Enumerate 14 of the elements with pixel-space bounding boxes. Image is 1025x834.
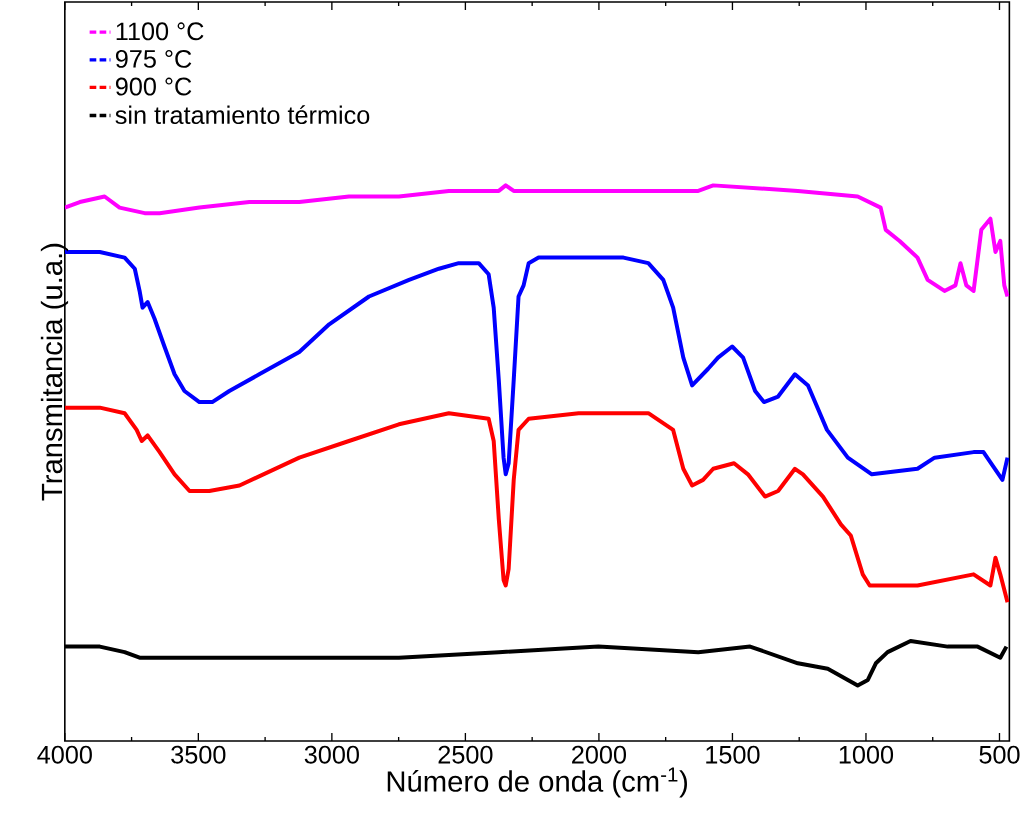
legend-label: 900 °C [115,77,192,96]
legend-label: 1100 °C [116,22,204,41]
x-tick-label: 500 [979,745,1020,764]
x-tick-label: 4000 [37,745,92,764]
legend-label: 975 °C [115,50,192,68]
x-tick-label: 2500 [438,745,493,764]
x-tick-label: 3000 [304,745,359,764]
x-tick-label: 3500 [171,745,226,764]
x-tick-label: 2000 [572,745,627,764]
x-tick-label: 1500 [706,745,760,764]
legend-label: sin tratamiento térmico [115,105,370,125]
x-tick-label: 1000 [839,745,894,764]
x-axis-title: Número de onda (cm$^{-1}$) [387,767,687,798]
y-axis-title: Transmitancia (u.a.) [40,243,69,501]
